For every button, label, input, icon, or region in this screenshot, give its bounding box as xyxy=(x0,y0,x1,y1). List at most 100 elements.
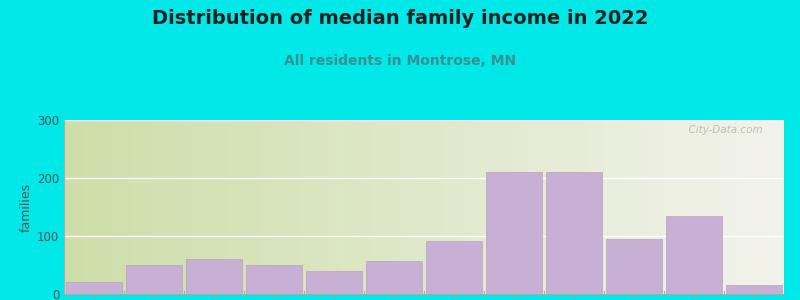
Bar xyxy=(657,120,659,294)
Bar xyxy=(774,120,777,294)
Bar xyxy=(513,120,515,294)
Bar xyxy=(153,120,155,294)
Bar xyxy=(738,120,741,294)
Bar xyxy=(722,120,724,294)
Bar xyxy=(546,120,549,294)
Bar xyxy=(515,120,518,294)
Bar xyxy=(426,120,429,294)
Bar xyxy=(383,120,386,294)
Bar xyxy=(616,120,618,294)
Bar xyxy=(165,120,167,294)
Bar xyxy=(88,120,90,294)
Bar xyxy=(758,120,760,294)
Bar xyxy=(158,120,160,294)
Bar xyxy=(686,120,688,294)
Bar xyxy=(170,120,172,294)
Bar xyxy=(417,120,419,294)
Bar xyxy=(532,120,534,294)
Bar xyxy=(628,120,630,294)
Bar xyxy=(470,120,472,294)
Bar xyxy=(249,120,251,294)
Bar xyxy=(556,120,558,294)
Bar xyxy=(179,120,182,294)
Bar xyxy=(614,120,616,294)
Bar xyxy=(568,120,570,294)
Bar xyxy=(160,120,162,294)
Bar xyxy=(357,120,359,294)
Bar xyxy=(390,120,393,294)
Bar xyxy=(602,120,604,294)
Bar xyxy=(105,120,107,294)
Bar xyxy=(460,120,462,294)
Bar xyxy=(323,120,326,294)
Bar xyxy=(405,120,407,294)
Bar xyxy=(129,120,131,294)
Bar xyxy=(174,120,177,294)
Bar xyxy=(534,120,537,294)
Bar xyxy=(237,120,239,294)
Bar xyxy=(186,120,189,294)
Bar xyxy=(640,120,642,294)
Bar xyxy=(309,120,311,294)
Bar xyxy=(436,120,438,294)
Bar xyxy=(222,120,225,294)
Bar xyxy=(590,120,592,294)
Bar xyxy=(604,120,606,294)
Bar xyxy=(623,120,626,294)
Bar xyxy=(726,120,729,294)
Bar xyxy=(352,120,354,294)
Bar xyxy=(98,120,100,294)
Bar xyxy=(486,172,542,294)
Bar xyxy=(770,120,772,294)
Bar xyxy=(282,120,285,294)
Bar xyxy=(669,120,671,294)
Bar xyxy=(359,120,362,294)
Bar xyxy=(578,120,580,294)
Bar xyxy=(398,120,400,294)
Bar xyxy=(177,120,179,294)
Bar xyxy=(580,120,582,294)
Bar xyxy=(254,120,256,294)
Bar xyxy=(366,120,369,294)
Bar xyxy=(376,120,378,294)
Bar xyxy=(371,120,374,294)
Bar xyxy=(666,216,722,294)
Bar xyxy=(674,120,676,294)
Bar xyxy=(386,120,388,294)
Bar xyxy=(143,120,146,294)
Bar xyxy=(347,120,350,294)
Bar xyxy=(491,120,494,294)
Bar xyxy=(743,120,746,294)
Bar xyxy=(746,120,748,294)
Bar xyxy=(266,120,268,294)
Text: Distribution of median family income in 2022: Distribution of median family income in … xyxy=(152,9,648,28)
Bar xyxy=(362,120,364,294)
Bar xyxy=(364,120,366,294)
Bar xyxy=(100,120,102,294)
Bar xyxy=(354,120,357,294)
Bar xyxy=(474,120,477,294)
Bar xyxy=(472,120,474,294)
Bar xyxy=(136,120,138,294)
Bar xyxy=(666,120,669,294)
Bar xyxy=(609,120,611,294)
Bar xyxy=(208,120,210,294)
Bar xyxy=(729,120,731,294)
Bar xyxy=(530,120,532,294)
Bar xyxy=(647,120,650,294)
Bar xyxy=(606,120,609,294)
Bar xyxy=(258,120,261,294)
Bar xyxy=(287,120,290,294)
Bar xyxy=(251,120,254,294)
Bar xyxy=(441,120,443,294)
Bar xyxy=(395,120,398,294)
Bar xyxy=(280,120,282,294)
Bar xyxy=(453,120,455,294)
Bar xyxy=(698,120,700,294)
Bar xyxy=(290,120,292,294)
Bar xyxy=(587,120,590,294)
Bar xyxy=(753,120,755,294)
Bar xyxy=(630,120,633,294)
Bar xyxy=(366,261,422,294)
Bar xyxy=(294,120,297,294)
